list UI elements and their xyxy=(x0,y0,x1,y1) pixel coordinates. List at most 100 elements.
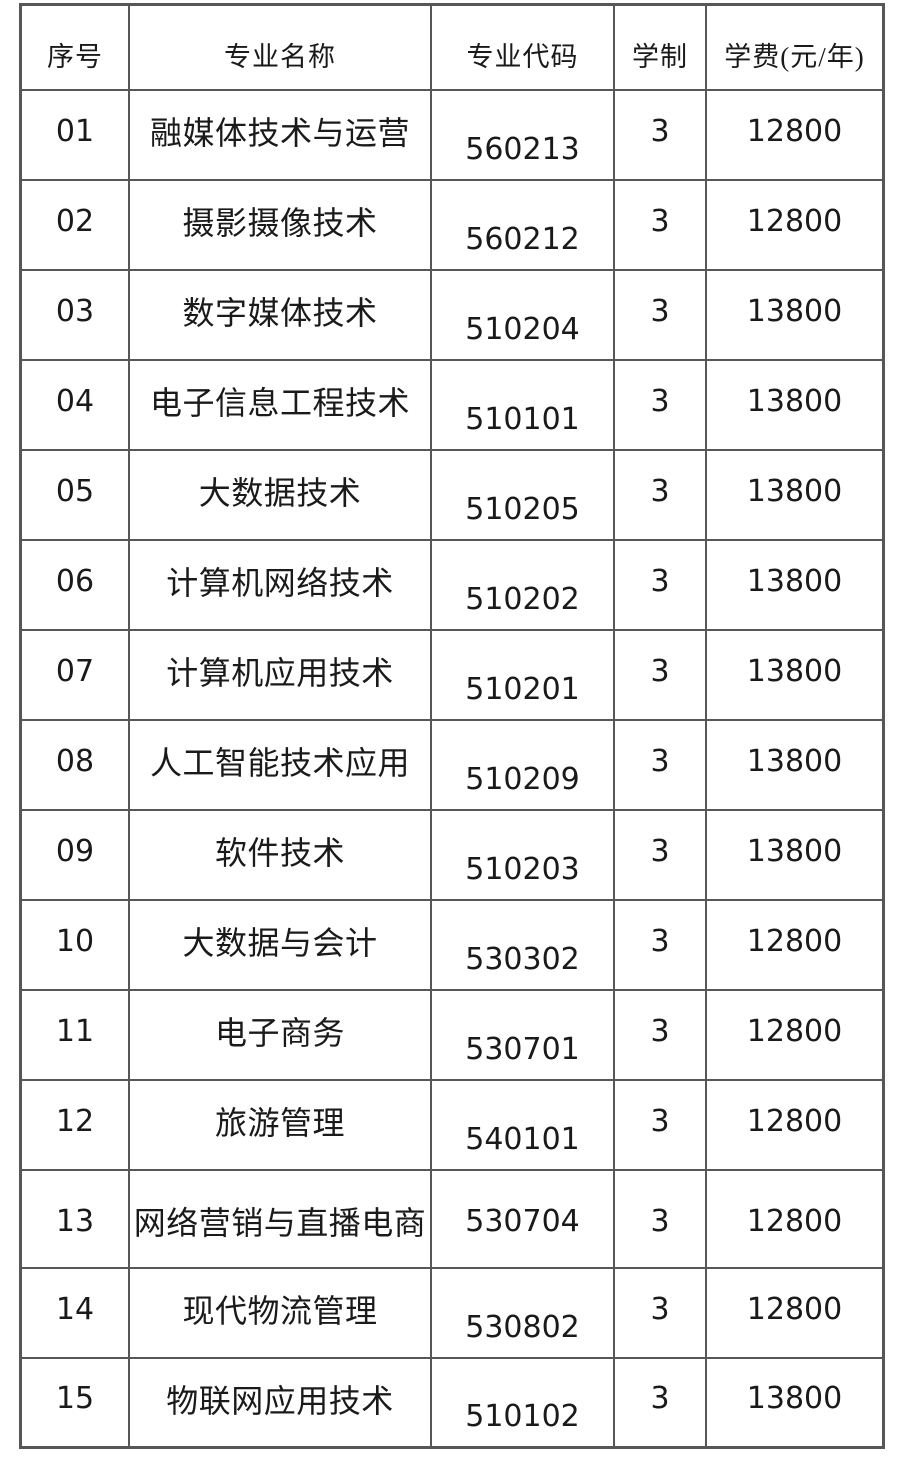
duration-cell: 3 xyxy=(615,271,707,359)
major-name-cell: 软件技术 xyxy=(130,811,432,899)
duration-value: 3 xyxy=(650,653,670,689)
tuition-value: 12800 xyxy=(746,1203,843,1239)
major-code-value: 530704 xyxy=(465,1203,580,1239)
seq-value: 03 xyxy=(55,293,95,329)
tuition-value: 12800 xyxy=(746,923,843,959)
table-row: 02 摄影摄像技术 560212 3 12800 xyxy=(22,181,882,271)
table-row: 05 大数据技术 510205 3 13800 xyxy=(22,451,882,541)
duration-value: 3 xyxy=(650,1013,670,1049)
tuition-value: 13800 xyxy=(746,563,843,599)
major-code-cell: 560213 xyxy=(432,91,615,179)
tuition-cell: 12800 xyxy=(707,991,882,1079)
seq-value: 13 xyxy=(55,1203,95,1239)
tuition-cell: 13800 xyxy=(707,541,882,629)
seq-value: 12 xyxy=(55,1103,95,1139)
major-code-cell: 540101 xyxy=(432,1081,615,1169)
tuition-value: 13800 xyxy=(746,293,843,329)
tuition-value: 13800 xyxy=(746,1381,843,1416)
tuition-cell: 12800 xyxy=(707,181,882,269)
duration-cell: 3 xyxy=(615,361,707,449)
duration-cell: 3 xyxy=(615,541,707,629)
seq-cell: 13 xyxy=(22,1171,130,1267)
duration-cell: 3 xyxy=(615,631,707,719)
major-name-cell: 人工智能技术应用 xyxy=(130,721,432,809)
seq-value: 04 xyxy=(55,383,95,419)
seq-value: 02 xyxy=(55,203,95,239)
tuition-value: 12800 xyxy=(746,1103,843,1139)
major-name-value: 旅游管理 xyxy=(214,1105,345,1141)
duration-value: 3 xyxy=(650,923,670,959)
duration-cell: 3 xyxy=(615,1171,707,1267)
table-row: 14 现代物流管理 530802 3 12800 xyxy=(22,1269,882,1359)
major-code-cell: 530802 xyxy=(432,1269,615,1357)
table-row: 11 电子商务 530701 3 12800 xyxy=(22,991,882,1081)
seq-cell: 12 xyxy=(22,1081,130,1169)
tuition-value: 13800 xyxy=(746,473,843,509)
major-code-value: 510203 xyxy=(465,851,580,887)
header-seq-cell: 序号 xyxy=(22,6,130,89)
tuition-value: 12800 xyxy=(746,203,843,239)
major-code-value: 560213 xyxy=(465,131,580,167)
seq-cell: 15 xyxy=(22,1359,130,1446)
seq-value: 07 xyxy=(55,653,95,689)
header-major-name-cell: 专业名称 xyxy=(130,6,432,89)
duration-value: 3 xyxy=(650,203,670,239)
header-duration-cell: 学制 xyxy=(615,6,707,89)
tuition-cell: 13800 xyxy=(707,631,882,719)
major-code-value: 530302 xyxy=(465,941,580,977)
major-name-cell: 电子商务 xyxy=(130,991,432,1079)
tuition-cell: 13800 xyxy=(707,811,882,899)
major-code-value: 510209 xyxy=(465,761,580,797)
major-code-value: 510201 xyxy=(465,671,580,707)
major-code-value: 510202 xyxy=(465,581,580,617)
seq-value: 15 xyxy=(55,1381,95,1416)
major-name-value: 电子信息工程技术 xyxy=(149,385,410,421)
header-duration-label: 学制 xyxy=(632,42,688,72)
majors-tuition-table: 序号 专业名称 专业代码 学制 学费(元/年) 01 融媒体技术与运营 5602… xyxy=(19,3,885,1449)
duration-cell: 3 xyxy=(615,721,707,809)
table-row: 07 计算机应用技术 510201 3 13800 xyxy=(22,631,882,721)
tuition-cell: 12800 xyxy=(707,1081,882,1169)
tuition-cell: 12800 xyxy=(707,901,882,989)
tuition-cell: 12800 xyxy=(707,91,882,179)
tuition-cell: 13800 xyxy=(707,1359,882,1446)
major-name-value: 计算机网络技术 xyxy=(166,565,394,601)
major-name-value: 电子商务 xyxy=(214,1015,345,1051)
duration-value: 3 xyxy=(650,473,670,509)
tuition-cell: 12800 xyxy=(707,1269,882,1357)
tuition-value: 12800 xyxy=(746,113,843,149)
major-code-cell: 510101 xyxy=(432,361,615,449)
duration-value: 3 xyxy=(650,113,670,149)
seq-cell: 08 xyxy=(22,721,130,809)
major-name-cell: 大数据与会计 xyxy=(130,901,432,989)
duration-cell: 3 xyxy=(615,991,707,1079)
seq-cell: 03 xyxy=(22,271,130,359)
duration-cell: 3 xyxy=(615,901,707,989)
header-major-code-cell: 专业代码 xyxy=(432,6,615,89)
duration-value: 3 xyxy=(650,1103,670,1139)
seq-value: 08 xyxy=(55,743,95,779)
table-row: 10 大数据与会计 530302 3 12800 xyxy=(22,901,882,991)
table-header-row: 序号 专业名称 专业代码 学制 学费(元/年) xyxy=(22,6,882,91)
major-name-value: 数字媒体技术 xyxy=(182,295,378,331)
duration-value: 3 xyxy=(650,293,670,329)
duration-value: 3 xyxy=(650,1203,670,1239)
major-code-value: 510204 xyxy=(465,311,580,347)
duration-cell: 3 xyxy=(615,181,707,269)
seq-cell: 02 xyxy=(22,181,130,269)
major-code-value: 560212 xyxy=(465,221,580,257)
major-code-cell: 510205 xyxy=(432,451,615,539)
seq-cell: 09 xyxy=(22,811,130,899)
seq-cell: 05 xyxy=(22,451,130,539)
header-tuition-cell: 学费(元/年) xyxy=(707,6,882,89)
major-name-value: 计算机应用技术 xyxy=(166,655,394,691)
major-code-cell: 510201 xyxy=(432,631,615,719)
seq-value: 10 xyxy=(55,923,95,959)
header-seq-label: 序号 xyxy=(47,42,103,72)
table-row: 13 网络营销与直播电商 530704 3 12800 xyxy=(22,1171,882,1269)
seq-cell: 04 xyxy=(22,361,130,449)
major-code-cell: 510203 xyxy=(432,811,615,899)
table-row: 08 人工智能技术应用 510209 3 13800 xyxy=(22,721,882,811)
tuition-value: 12800 xyxy=(746,1013,843,1049)
major-name-value: 软件技术 xyxy=(214,835,345,871)
